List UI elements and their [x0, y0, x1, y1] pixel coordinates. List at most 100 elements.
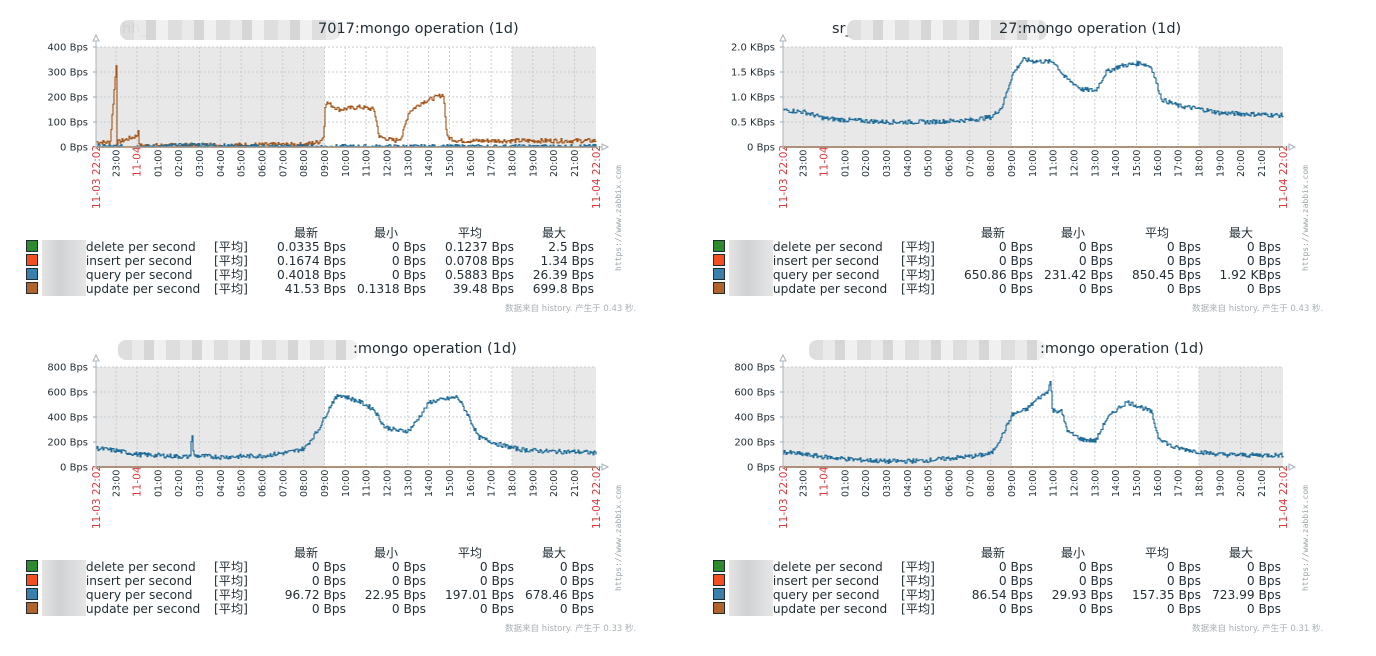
y-tick-label: 200 Bps [734, 438, 775, 449]
legend-value-min: 0 Bps [391, 268, 426, 282]
chart-svg: 0 Bps 200 Bps 400 Bps 600 Bps 800 Bps 23:00 11… [47, 353, 623, 591]
x-tick-label: 19:00 [528, 150, 539, 177]
x-tick-label: 10:00 [341, 150, 352, 177]
legend-value-min: 0 Bps [1078, 254, 1113, 268]
x-tick-label: 08:00 [986, 470, 997, 497]
x-tick-label: 04:00 [216, 150, 227, 177]
legend-header-row: 最新 最小 平均 最大 [26, 546, 594, 560]
legend-header-blank [713, 226, 901, 240]
legend-table: 最新 最小 平均 最大 delete per second [平均] 0 Bps 0 Bps… [713, 226, 1281, 296]
legend-function: [平均] [214, 560, 248, 574]
redacted-item-prefix [41, 602, 86, 616]
legend-function: [平均] [214, 282, 248, 296]
legend-function: [平均] [901, 574, 935, 588]
series-name-text: update per second [772, 602, 888, 616]
graph-panel-2: sr_ 27:mongo operation (1d) 0 Bps 0.5 KBp… [687, 16, 1327, 336]
x-tick-label: 09:00 [320, 470, 331, 497]
x-tick-label: 06:00 [944, 470, 955, 497]
legend-value-avg: 0 Bps [1166, 240, 1201, 254]
x-tick-label: 11:00 [362, 150, 373, 177]
legend-value-last: 0 Bps [311, 602, 346, 616]
x-tick-label: 23:00 [112, 470, 123, 497]
generation-footer: 数据来自 history. 产生于 0.31 秒. [1192, 624, 1324, 634]
graph-title: sr_ 27:mongo operation (1d) [687, 16, 1327, 42]
x-tick-label: 03:00 [195, 470, 206, 497]
legend-value-max: 0 Bps [559, 602, 594, 616]
redacted-item-prefix [41, 588, 86, 602]
x-tick-label: 05:00 [924, 150, 935, 177]
legend-function: [平均] [901, 560, 935, 574]
x-tick-label: 10:00 [341, 470, 352, 497]
legend-value-min: 0 Bps [1078, 240, 1113, 254]
series-color-swatch [713, 268, 725, 280]
legend-function: [平均] [901, 268, 935, 282]
x-tick-label: 04:00 [903, 470, 914, 497]
series-name-text: update per second [85, 282, 201, 296]
y-tick-label: 100 Bps [47, 118, 88, 129]
x-tick-label: 05:00 [237, 150, 248, 177]
legend-column-header: 平均 [1144, 226, 1169, 240]
legend-column-header: 最大 [541, 546, 566, 560]
legend-value-max: 0 Bps [1246, 602, 1281, 616]
x-tick-label: 20:00 [1236, 470, 1247, 497]
y-tick-label: 200 Bps [47, 93, 88, 104]
graph-title: hh_ 7017:mongo operation (1d) [0, 16, 640, 42]
legend-value-min: 22.95 Bps [364, 588, 426, 602]
legend-row: insert per second [平均] 0 Bps 0 Bps 0 Bps 0 Bp… [26, 574, 594, 588]
x-tick-label: 06:00 [257, 470, 268, 497]
redacted-item-prefix [728, 560, 773, 574]
chart-svg: 0 Bps 100 Bps 200 Bps 300 Bps 400 Bps 23:00 11… [47, 33, 623, 271]
redacted-host [847, 20, 1047, 40]
y-tick-label: 800 Bps [734, 363, 775, 374]
x-tick-label: 07:00 [965, 470, 976, 497]
legend-value-last: 96.72 Bps [284, 588, 346, 602]
legend-value-max: 0 Bps [1246, 254, 1281, 268]
x-tick-label: 18:00 [507, 470, 518, 497]
x-tick-label: 18:00 [507, 150, 518, 177]
x-tick-label: 16:00 [466, 470, 477, 497]
legend-column-header: 最新 [980, 226, 1005, 240]
series-color-swatch [26, 254, 38, 266]
legend-value-last: 0 Bps [998, 602, 1033, 616]
legend-value-min: 0 Bps [1078, 282, 1113, 296]
x-end-label: 11-04 22:02 [591, 145, 603, 209]
x-tick-label: 11:00 [362, 470, 373, 497]
series-color-swatch [26, 560, 38, 572]
x-tick-label: 09:00 [1007, 150, 1018, 177]
series-color-swatch [26, 240, 38, 252]
legend-function: [平均] [901, 240, 935, 254]
legend-value-max: 0 Bps [1246, 574, 1281, 588]
legend-value-avg: 0.5883 Bps [445, 268, 514, 282]
x-tick-label: 17:00 [487, 470, 498, 497]
legend-function: [平均] [214, 574, 248, 588]
x-tick-label: 06:00 [257, 150, 268, 177]
legend-series-name: delete per second [26, 240, 214, 254]
y-tick-label: 300 Bps [47, 68, 88, 79]
legend-value-min: 29.93 Bps [1051, 588, 1113, 602]
x-tick-label: 09:00 [320, 150, 331, 177]
x-tick-label: 04:00 [216, 470, 227, 497]
legend-header-blank [713, 546, 901, 560]
x-tick-label: 06:00 [944, 150, 955, 177]
legend-header-blank [214, 546, 266, 560]
x-tick-label: 05:00 [924, 470, 935, 497]
x-tick-label: 21:00 [570, 470, 581, 497]
legend-table: 最新 最小 平均 最大 delete per second [平均] 0 Bps 0 Bps… [26, 546, 594, 616]
x-tick-label: 04:00 [903, 150, 914, 177]
x-tick-label: 02:00 [861, 150, 872, 177]
x-tick-label: 02:00 [174, 150, 185, 177]
x-tick-label: 20:00 [1236, 150, 1247, 177]
legend-series-name: query per second [26, 268, 214, 282]
series-name-text: delete per second [772, 240, 883, 254]
legend-value-last: 0 Bps [311, 560, 346, 574]
x-tick-label: 10:00 [1028, 150, 1039, 177]
legend-column-header: 最新 [293, 226, 318, 240]
x-tick-label: 17:00 [487, 150, 498, 177]
legend-row: insert per second [平均] 0 Bps 0 Bps 0 Bps 0 Bp… [713, 574, 1281, 588]
legend-value-avg: 0.0708 Bps [445, 254, 514, 268]
x-tick-label: 19:00 [528, 470, 539, 497]
series-name-text: update per second [85, 602, 201, 616]
series-line-query [783, 56, 1284, 125]
x-tick-label: 23:00 [799, 470, 810, 497]
legend-row: update per second [平均] 0 Bps 0 Bps 0 Bps 0 Bp… [713, 282, 1281, 296]
